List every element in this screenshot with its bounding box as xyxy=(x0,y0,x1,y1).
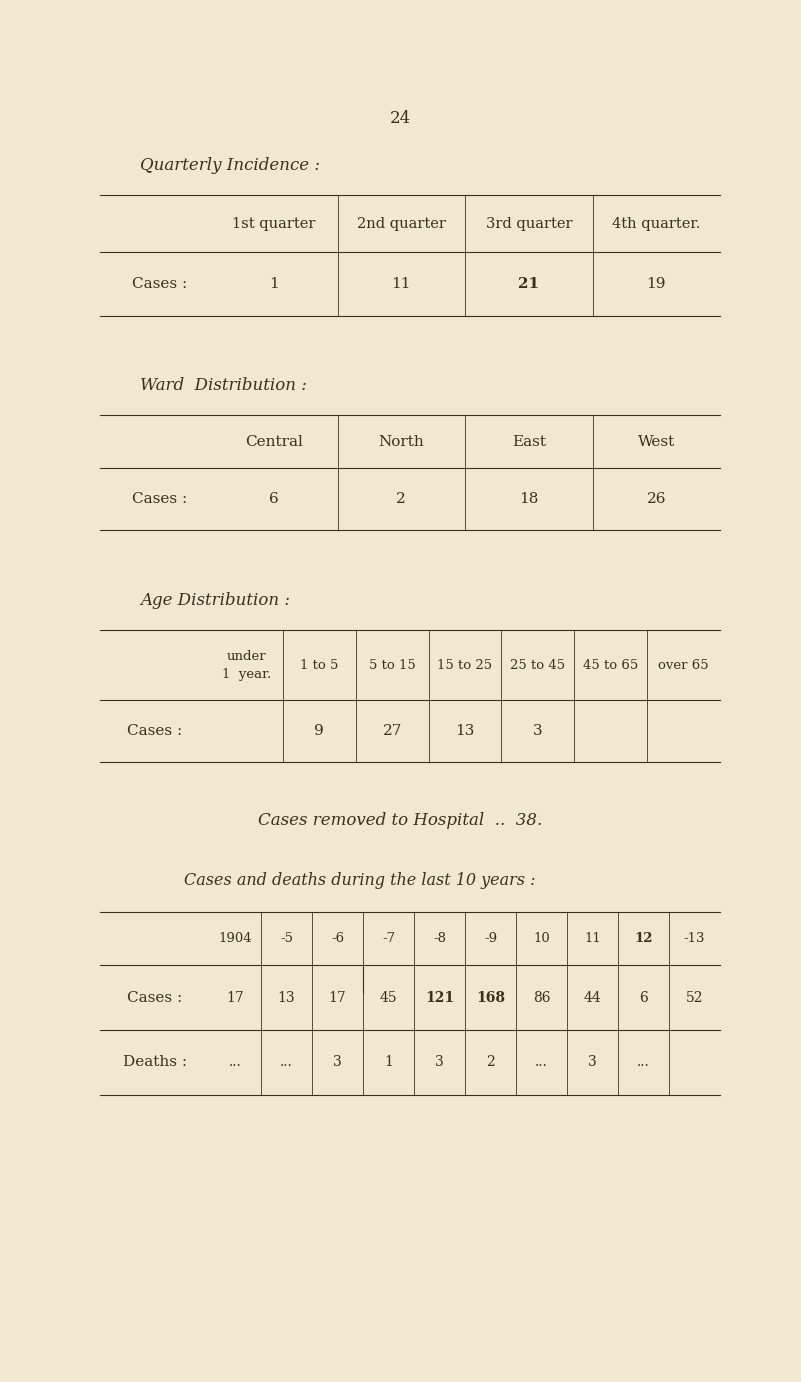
Text: over 65: over 65 xyxy=(658,658,709,672)
Text: 17: 17 xyxy=(328,991,346,1005)
Text: 1: 1 xyxy=(384,1056,393,1070)
Text: 3: 3 xyxy=(533,724,542,738)
Text: -5: -5 xyxy=(280,931,293,945)
Text: Cases :: Cases : xyxy=(127,724,183,738)
Text: -6: -6 xyxy=(331,931,344,945)
Text: Cases :: Cases : xyxy=(132,492,187,506)
Text: 5 to 15: 5 to 15 xyxy=(368,658,416,672)
Text: East: East xyxy=(512,434,545,449)
Text: 6: 6 xyxy=(639,991,648,1005)
Text: 15 to 25: 15 to 25 xyxy=(437,658,493,672)
Text: 17: 17 xyxy=(227,991,244,1005)
Text: 2: 2 xyxy=(396,492,406,506)
Text: 26: 26 xyxy=(646,492,666,506)
Text: 13: 13 xyxy=(278,991,296,1005)
Text: 11: 11 xyxy=(584,931,601,945)
Text: 2nd quarter: 2nd quarter xyxy=(356,217,445,231)
Text: -9: -9 xyxy=(484,931,497,945)
Text: 121: 121 xyxy=(425,991,454,1005)
Text: 45: 45 xyxy=(380,991,397,1005)
Text: 6: 6 xyxy=(269,492,279,506)
Text: Quarterly Incidence :: Quarterly Incidence : xyxy=(140,156,320,174)
Text: 2: 2 xyxy=(486,1056,495,1070)
Text: Cases :: Cases : xyxy=(127,991,183,1005)
Text: 27: 27 xyxy=(382,724,402,738)
Text: 44: 44 xyxy=(584,991,602,1005)
Text: 3: 3 xyxy=(333,1056,342,1070)
Text: 1st quarter: 1st quarter xyxy=(232,217,316,231)
Text: 1 to 5: 1 to 5 xyxy=(300,658,339,672)
Text: 1  year.: 1 year. xyxy=(222,668,271,680)
Text: Cases and deaths during the last 10 years :: Cases and deaths during the last 10 year… xyxy=(184,872,536,889)
Text: Cases removed to Hospital  ..  38.: Cases removed to Hospital .. 38. xyxy=(258,811,542,828)
Text: ...: ... xyxy=(535,1056,548,1070)
Text: Cases :: Cases : xyxy=(132,276,187,292)
Text: Deaths :: Deaths : xyxy=(123,1056,187,1070)
Text: 3: 3 xyxy=(588,1056,597,1070)
Text: Central: Central xyxy=(245,434,303,449)
Text: 21: 21 xyxy=(518,276,539,292)
Text: 52: 52 xyxy=(686,991,703,1005)
Text: -13: -13 xyxy=(684,931,705,945)
Text: ...: ... xyxy=(280,1056,293,1070)
Text: under: under xyxy=(227,650,266,662)
Text: 25 to 45: 25 to 45 xyxy=(510,658,566,672)
Text: 1904: 1904 xyxy=(219,931,252,945)
Text: 86: 86 xyxy=(533,991,550,1005)
Text: ...: ... xyxy=(229,1056,242,1070)
Text: 3rd quarter: 3rd quarter xyxy=(485,217,572,231)
Text: 13: 13 xyxy=(455,724,475,738)
Text: West: West xyxy=(638,434,675,449)
Text: North: North xyxy=(378,434,424,449)
Text: Age Distribution :: Age Distribution : xyxy=(140,591,290,608)
Text: 10: 10 xyxy=(533,931,549,945)
Text: 9: 9 xyxy=(315,724,324,738)
Text: 24: 24 xyxy=(389,109,411,127)
Text: 18: 18 xyxy=(519,492,538,506)
Text: 3: 3 xyxy=(435,1056,444,1070)
Text: -7: -7 xyxy=(382,931,395,945)
Text: 12: 12 xyxy=(634,931,653,945)
Text: 11: 11 xyxy=(392,276,411,292)
Text: 19: 19 xyxy=(646,276,666,292)
Text: 1: 1 xyxy=(269,276,279,292)
Text: Ward  Distribution :: Ward Distribution : xyxy=(140,376,307,394)
Text: 45 to 65: 45 to 65 xyxy=(583,658,638,672)
Text: 4th quarter.: 4th quarter. xyxy=(612,217,700,231)
Text: ...: ... xyxy=(637,1056,650,1070)
Text: 168: 168 xyxy=(476,991,505,1005)
Text: -8: -8 xyxy=(433,931,446,945)
